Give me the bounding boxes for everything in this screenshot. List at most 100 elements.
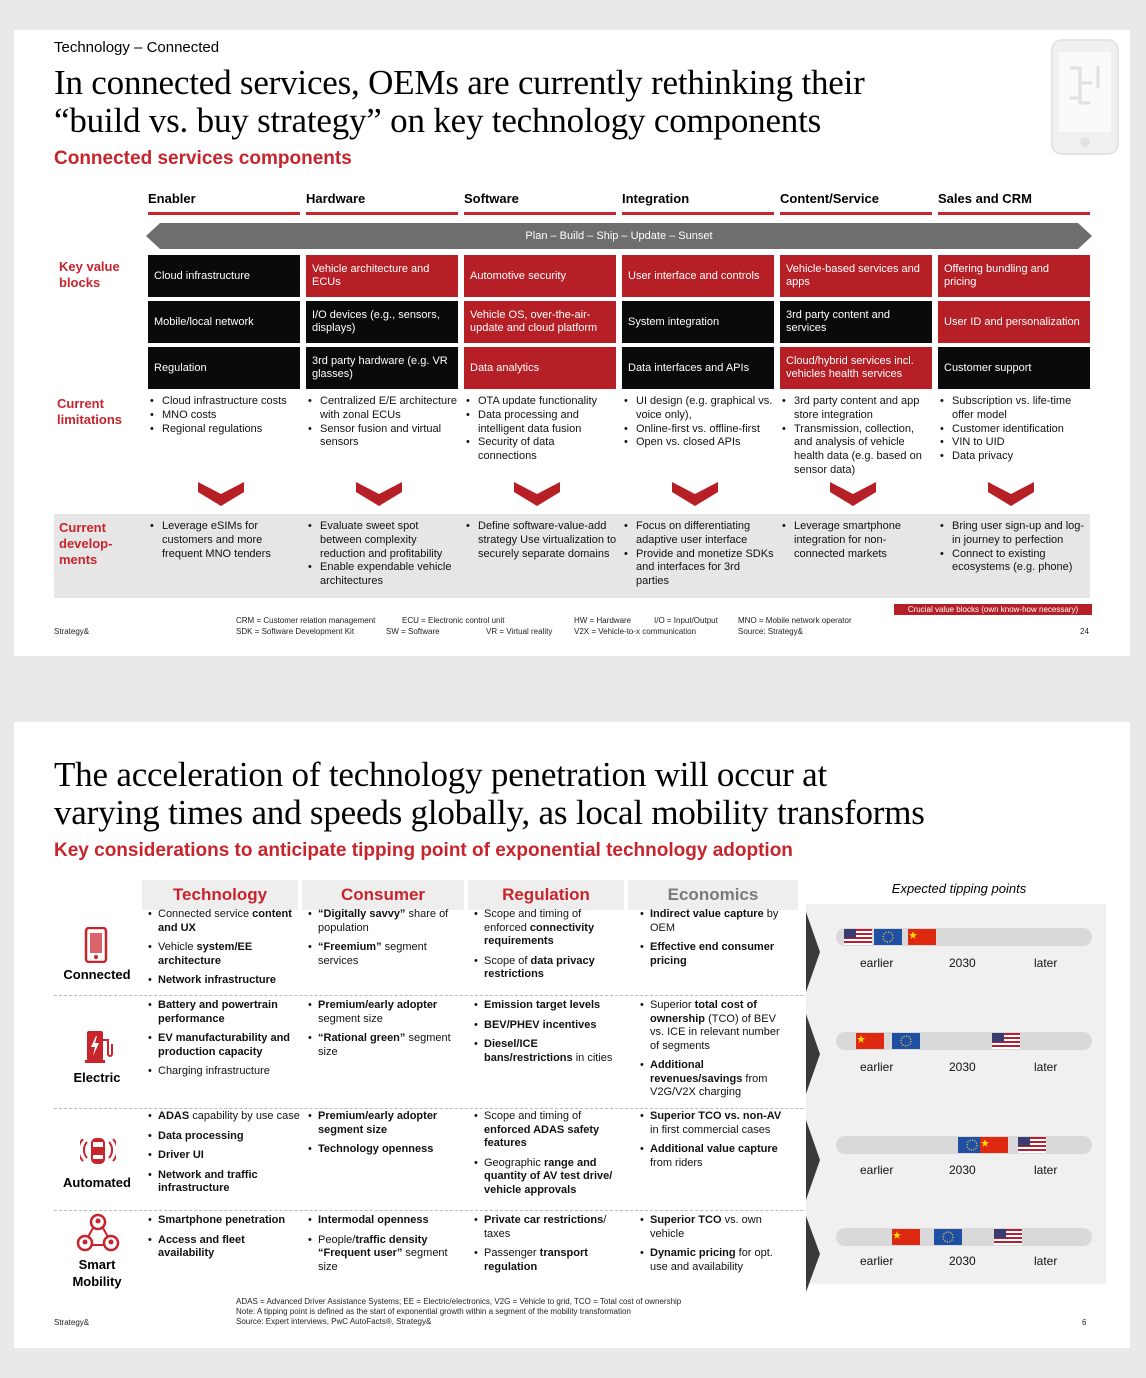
eu-flag-icon [934, 1229, 962, 1245]
list-item: Bring user sign-up and log-in journey to… [938, 520, 1090, 548]
eu-flag-icon [874, 929, 902, 945]
list-item: Emission target levels [474, 999, 622, 1013]
developments-list: Evaluate sweet spot between complexity r… [306, 520, 458, 589]
value-block-crucial: Vehicle OS, over-the-air-update and clou… [464, 301, 616, 343]
list-item: Regional regulations [148, 423, 304, 437]
list-item: Security of data connections [464, 436, 616, 464]
eu-flag-icon [958, 1137, 986, 1153]
list-item: Leverage eSIMs for customers and more fr… [148, 520, 300, 561]
row-label-current-limitations: Current limitations [57, 396, 123, 427]
limitations-list: 3rd party content and app store integrat… [780, 395, 932, 478]
row-label: Automated [63, 1175, 131, 1190]
tipping-track [836, 1228, 1092, 1246]
slide-tipping-points: The acceleration of technology penetrati… [14, 722, 1130, 1348]
axis-earlier: earlier [860, 956, 894, 970]
consumer-list: Premium/early adopter segment size Techn… [308, 1110, 460, 1163]
consumer-list: Intermodal openness People/traffic densi… [308, 1214, 460, 1280]
limitations-list: Centralized E/E architecture with zonal … [306, 395, 458, 450]
regulation-list: Private car restrictions/ taxes Passenge… [474, 1214, 622, 1280]
footnote: Note: A tipping point is defined as the … [236, 1307, 631, 1316]
list-item: Data processing and intelligent data fus… [464, 409, 616, 437]
lifecycle-arrow: Plan – Build – Ship – Update – Sunset [146, 223, 1092, 249]
economics-list: Indirect value capture by OEM Effective … [640, 908, 790, 974]
regulation-list: Scope and timing of enforced connectivit… [474, 908, 622, 988]
row-label-current-developments: Current develop-ments [59, 520, 113, 567]
list-item: Geographic range and quantity of AV test… [474, 1157, 622, 1198]
chevron-down-icon [514, 482, 560, 506]
limitations-list: Cloud infrastructure costs MNO costs Reg… [148, 395, 304, 436]
developments-list: Define software-value-add strategy Use v… [464, 520, 620, 561]
column-header: Hardware [306, 191, 458, 215]
brand-footer: Strategy& [54, 627, 90, 636]
column-header: Consumer [302, 880, 464, 910]
list-item: Superior total cost of ownership (TCO) o… [640, 999, 790, 1053]
economics-list: Superior TCO vs. own vehicle Dynamic pri… [640, 1214, 790, 1280]
title-line-1: In connected services, OEMs are currentl… [54, 63, 865, 102]
abbrev: I/O = Input/Output [654, 616, 718, 625]
axis-later: later [1034, 956, 1058, 970]
title-line-1: The acceleration of technology penetrati… [54, 755, 828, 794]
abbrev: HW = Hardware [574, 616, 632, 625]
list-item: Focus on differentiating adaptive user i… [622, 520, 774, 548]
value-block-crucial: Offering bundling and pricing [938, 255, 1090, 297]
value-block-crucial: User ID and personalization [938, 301, 1090, 343]
crucial-legend-badge: Crucial value blocks (own know-how neces… [894, 604, 1092, 615]
list-item: Diesel/ICE bans/restrictions in cities [474, 1038, 622, 1065]
list-item: People/traffic density “Frequent user” s… [308, 1234, 460, 1275]
list-item: Connect to existing ecosystems (e.g. pho… [938, 548, 1090, 576]
consumer-list: “Digitally savvy” share of population “F… [308, 908, 460, 974]
chevron-down-icon [830, 482, 876, 506]
list-item: Smartphone penetration [148, 1214, 300, 1228]
column-header: Enabler [148, 191, 300, 215]
list-item: Technology openness [308, 1143, 460, 1157]
list-item: UI design (e.g. graphical vs. voice only… [622, 395, 778, 423]
slide-subtitle: Connected services components [54, 148, 352, 169]
value-block: 3rd party content and services [780, 301, 932, 343]
row-separator [54, 995, 1104, 996]
limitations-list: OTA update functionality Data processing… [464, 395, 616, 464]
value-block: Regulation [148, 347, 300, 389]
tipping-points-header: Expected tipping points [891, 881, 1027, 896]
regulation-list: Emission target levels BEV/PHEV incentiv… [474, 999, 622, 1071]
title-line-2: “build vs. buy strategy” on key technolo… [54, 101, 822, 140]
list-item: Subscription vs. life-time offer model [938, 395, 1090, 423]
abbrev: MNO = Mobile network operator [738, 616, 852, 625]
row-separator [54, 1210, 1104, 1211]
value-block-crucial: Vehicle architecture and ECUs [306, 255, 458, 297]
page-number: 24 [1080, 627, 1089, 636]
limitations-list: UI design (e.g. graphical vs. voice only… [622, 395, 778, 450]
row-arrow-icon [806, 912, 820, 992]
list-item: Data privacy [938, 450, 1090, 464]
list-item: “Digitally savvy” share of population [308, 908, 460, 935]
list-item: Intermodal openness [308, 1214, 460, 1228]
slide-connected-components: Technology – Connected In connected serv… [14, 30, 1130, 656]
row-label: Connected [63, 967, 131, 982]
list-item: Enable expendable vehicle architectures [306, 561, 458, 589]
list-item: Connected service content and UX [148, 908, 294, 935]
slide-title: In connected services, OEMs are currentl… [54, 64, 1054, 140]
axis-later: later [1034, 1254, 1058, 1268]
list-item: Evaluate sweet spot between complexity r… [306, 520, 458, 561]
value-block: Data interfaces and APIs [622, 347, 774, 389]
charging-station-icon [84, 1028, 114, 1069]
chevron-down-icon [988, 482, 1034, 506]
axis-earlier: earlier [860, 1163, 894, 1177]
footnote: ADAS = Advanced Driver Assistance System… [236, 1297, 682, 1306]
smartphone-icon [84, 926, 108, 968]
title-line-2: varying times and speeds globally, as lo… [54, 793, 925, 832]
row-label: Electric [73, 1070, 121, 1085]
chevron-down-icon [356, 482, 402, 506]
phone-circuit-icon [1050, 38, 1120, 156]
people-network-icon [76, 1212, 120, 1259]
value-block-crucial: Data analytics [464, 347, 616, 389]
list-item: Additional value capture from riders [640, 1143, 790, 1170]
list-item: Define software-value-add strategy Use v… [464, 520, 620, 561]
column-header: Content/Service [780, 191, 932, 215]
limitations-list: Subscription vs. life-time offer model C… [938, 395, 1090, 464]
page-number: 6 [1082, 1318, 1087, 1327]
axis-2030: 2030 [949, 1060, 976, 1074]
list-item: Network and traffic infrastructure [148, 1169, 300, 1196]
axis-2030: 2030 [949, 956, 976, 970]
column-header: Economics [628, 880, 798, 910]
list-item: Open vs. closed APIs [622, 436, 778, 450]
